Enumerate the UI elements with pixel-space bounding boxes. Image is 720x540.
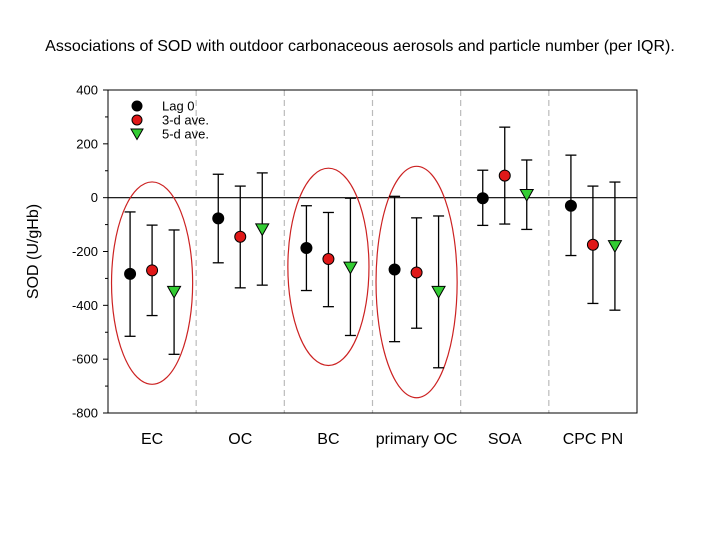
data-point: [343, 261, 358, 275]
y-tick-label: -200: [72, 244, 98, 259]
highlight-ellipse: [375, 165, 458, 399]
x-category-label: SOA: [488, 431, 522, 448]
x-category-label: CPC PN: [563, 431, 623, 448]
highlight-ellipse: [287, 167, 370, 367]
data-point: [586, 238, 599, 251]
data-point: [410, 266, 423, 279]
data-point: [431, 285, 446, 299]
y-axis: 400 200 0 -200 -400 -600 -800: [72, 83, 108, 421]
y-tick-label: 0: [91, 190, 98, 205]
data-point: [254, 223, 270, 237]
legend-marker: [131, 100, 143, 112]
y-tick-label: 200: [76, 136, 98, 151]
chart-title: Associations of SOD with outdoor carbona…: [45, 38, 675, 55]
data-point: [322, 253, 335, 266]
data-point: [234, 230, 247, 243]
x-category-label: BC: [317, 431, 339, 448]
y-axis-label: SOD (U/gHb): [25, 204, 42, 299]
legend-label: Lag 0: [162, 99, 195, 114]
y-tick-label: -800: [72, 406, 98, 421]
y-tick-label: -400: [72, 298, 98, 313]
category-separators: [195, 90, 550, 413]
x-category-label: OC: [228, 431, 252, 448]
data-point: [476, 192, 489, 205]
y-tick-label: 400: [76, 83, 98, 98]
data-marks: [124, 126, 623, 369]
legend-label: 5-d ave.: [162, 127, 209, 142]
y-tick-label: -600: [72, 352, 98, 367]
legend-label: 3-d ave.: [162, 113, 209, 128]
data-point: [124, 267, 137, 280]
legend-marker: [130, 128, 144, 141]
data-point: [519, 188, 535, 202]
data-point: [564, 199, 577, 212]
data-point: [300, 242, 313, 255]
legend-marker: [131, 114, 143, 126]
data-point: [166, 285, 182, 299]
data-point: [146, 264, 159, 277]
data-point: [388, 263, 401, 276]
legend: Lag 03-d ave.5-d ave.: [130, 99, 209, 142]
x-category-label: primary OC: [376, 431, 458, 448]
highlight-ellipses: [110, 165, 458, 399]
x-category-label: EC: [141, 431, 163, 448]
data-point: [607, 240, 623, 254]
highlight-ellipse: [110, 181, 194, 385]
data-point: [498, 169, 511, 182]
x-axis: EC OC BC primary OC SOA CPC PN: [141, 431, 623, 448]
data-point: [212, 212, 225, 225]
